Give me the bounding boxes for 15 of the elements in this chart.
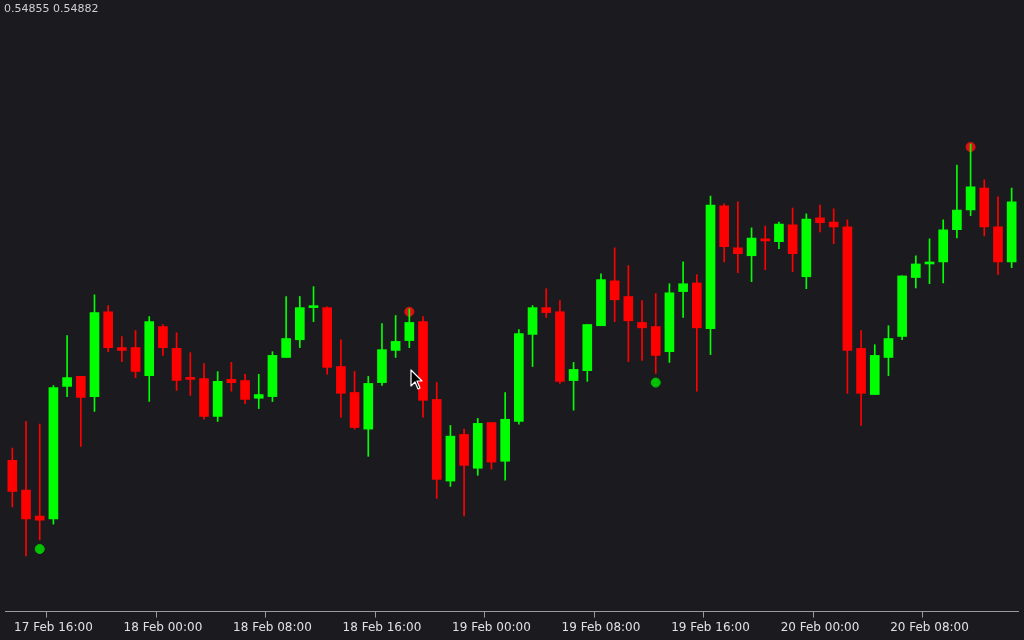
point [650, 377, 661, 388]
x-tick-label: 19 Feb 00:00 [452, 619, 531, 634]
point [34, 544, 45, 554]
x-tick-label: 18 Feb 00:00 [123, 619, 203, 634]
x-tick-label: 18 Feb 08:00 [233, 619, 312, 634]
candlestick [117, 336, 127, 362]
x-tick-label: 19 Feb 16:00 [671, 619, 750, 634]
x-tick-label: 17 Feb 16:00 [14, 619, 93, 634]
x-tick-label: 19 Feb 08:00 [561, 619, 641, 634]
x-tick-label: 20 Feb 00:00 [780, 619, 860, 634]
candlestick [185, 352, 196, 396]
text: 0.54855 0.54882 [4, 2, 99, 16]
x-tick-label: 18 Feb 16:00 [342, 619, 422, 634]
candlestick [253, 374, 264, 409]
x-tick-label: 20 Feb 08:00 [890, 619, 969, 634]
